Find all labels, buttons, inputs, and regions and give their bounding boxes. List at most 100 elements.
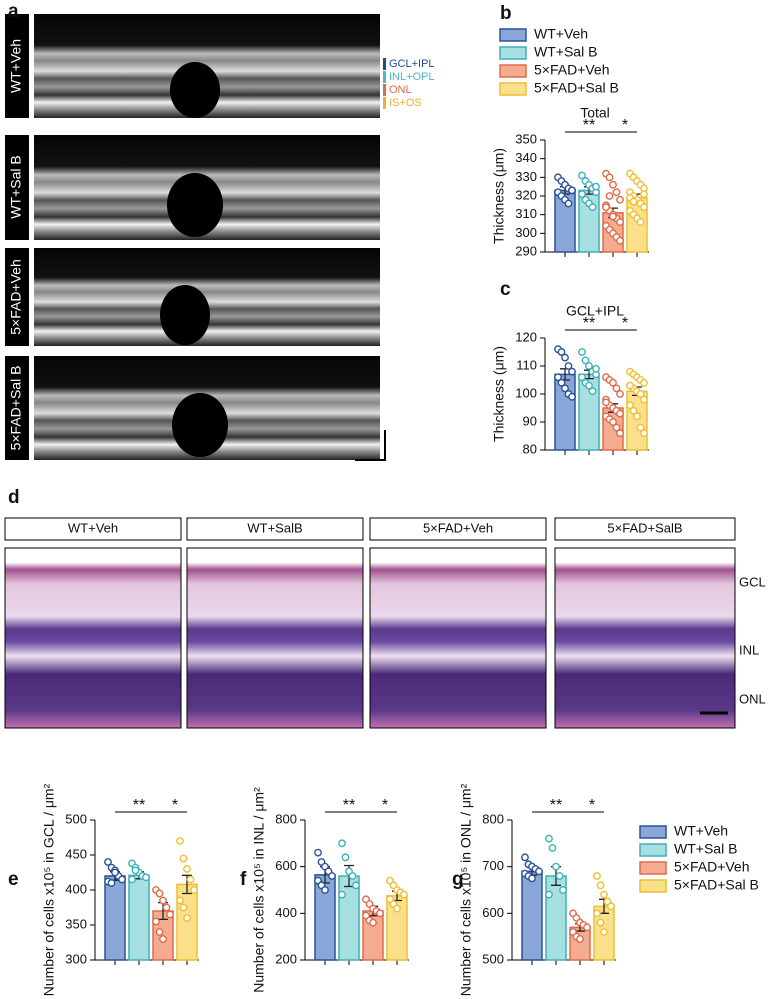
y-axis-label: Number of cells x10⁵ in INL / μm² [251, 787, 267, 993]
y-tick-label: 80 [523, 441, 537, 456]
chart-title: Total [580, 105, 610, 121]
data-point [605, 173, 614, 182]
legend-label: 5×FAD+Veh [534, 62, 610, 78]
y-tick-label: 600 [482, 905, 504, 920]
data-point [600, 928, 608, 936]
layer-label: ONL [389, 84, 412, 96]
data-point [626, 381, 634, 390]
data-point [552, 862, 560, 871]
data-point [612, 384, 621, 393]
data-point [616, 390, 624, 398]
data-point [176, 896, 184, 905]
y-axis-label: Thickness (μm) [491, 346, 507, 442]
data-point [555, 872, 564, 880]
y-tick-label: 600 [275, 858, 297, 873]
optic-nerve [170, 62, 220, 118]
data-point [557, 348, 566, 356]
y-tick-label: 100 [515, 385, 537, 400]
legend-swatch [499, 82, 527, 96]
data-point [400, 890, 408, 899]
data-point [159, 935, 167, 943]
label-bar [5, 248, 29, 346]
panel-label: g [452, 869, 464, 890]
data-point [104, 858, 112, 866]
data-point [626, 401, 634, 410]
y-tick-label: 120 [515, 329, 537, 344]
data-point [640, 190, 648, 199]
oct-label: WT+Veh [8, 39, 24, 93]
layer-label: ONL [739, 691, 766, 706]
histology-label: 5×FAD+SalB [607, 520, 682, 535]
data-point [183, 865, 191, 873]
y-tick-label: 400 [275, 905, 297, 920]
layer-marker [383, 71, 386, 83]
data-point [190, 886, 198, 894]
data-point [128, 875, 136, 884]
data-point [352, 881, 360, 890]
layer-label: GCL+IPL [389, 58, 435, 70]
data-point [636, 423, 645, 432]
header-box [554, 517, 736, 541]
data-point [107, 879, 116, 887]
data-point [393, 904, 401, 913]
legend-label: 5×FAD+Sal B [534, 80, 619, 96]
data-point [609, 378, 617, 387]
data-point [629, 197, 638, 206]
data-point [155, 928, 164, 936]
data-point [554, 373, 562, 382]
data-point [640, 429, 648, 438]
data-point [341, 853, 350, 862]
data-point [564, 199, 573, 208]
data-point [578, 373, 586, 382]
data-point [602, 398, 610, 407]
y-axis-label: Thickness (μm) [491, 148, 507, 244]
data-point [616, 195, 624, 204]
data-point [636, 390, 645, 398]
he-image [4, 547, 182, 729]
y-tick-label: 90 [523, 413, 537, 428]
bar [104, 875, 126, 961]
legend-swatch [499, 28, 527, 42]
data-point [609, 212, 617, 221]
optic-nerve [160, 285, 210, 345]
y-tick-label: 800 [482, 811, 504, 826]
data-point [578, 190, 586, 199]
header-box [369, 517, 547, 541]
oct-images [5, 14, 386, 461]
sig-label: * [589, 797, 595, 814]
y-axis-label: Number of cells x10⁵ in ONL / μm² [458, 783, 474, 996]
optic-nerve [172, 393, 228, 457]
data-point [155, 889, 164, 898]
layer-label: GCL [739, 574, 766, 589]
data-point [314, 848, 322, 857]
data-point [612, 423, 621, 432]
panel-label: f [240, 869, 247, 890]
data-point [585, 362, 593, 370]
header-box [4, 517, 182, 541]
panel-label: e [8, 869, 19, 890]
data-point [545, 890, 553, 899]
he-image [369, 547, 547, 729]
y-tick-label: 500 [65, 811, 87, 826]
data-point [559, 886, 567, 894]
data-point [612, 188, 621, 197]
data-point [607, 902, 615, 911]
data-point [602, 203, 610, 212]
data-point [521, 853, 529, 862]
bar [128, 874, 150, 961]
panel-label: c [500, 279, 511, 300]
data-point [588, 387, 597, 396]
y-axis-label: Number of cells x10⁵ in GCL / μm² [41, 783, 57, 996]
y-tick-label: 330 [515, 169, 537, 184]
y-tick-label: 110 [516, 357, 537, 372]
data-point [545, 834, 553, 843]
data-point [583, 923, 591, 932]
data-point [321, 886, 329, 894]
sig-label: ** [133, 797, 145, 814]
sig-label: * [382, 797, 388, 814]
optic-nerve [167, 173, 223, 237]
legend-label: 5×FAD+Sal B [674, 877, 759, 893]
data-point [183, 914, 191, 922]
